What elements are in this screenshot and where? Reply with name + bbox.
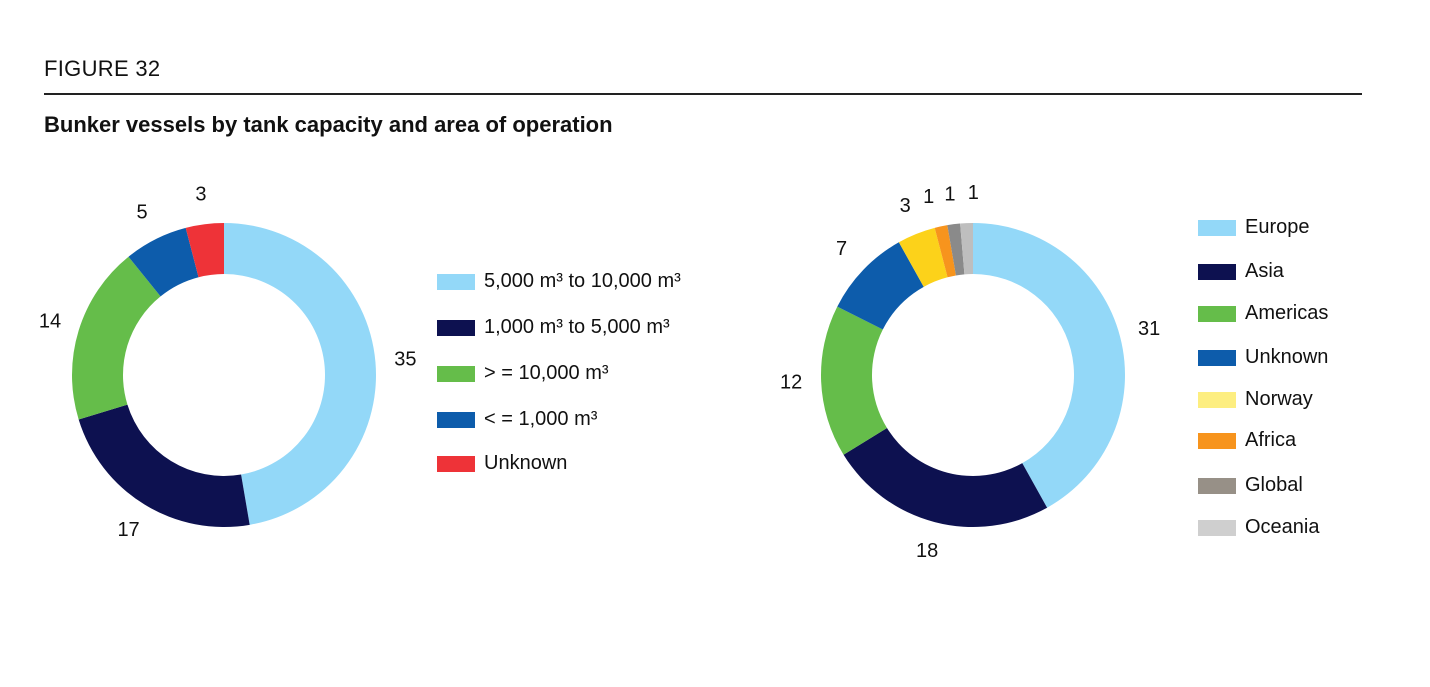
legend-label: Asia bbox=[1245, 260, 1284, 282]
legend-swatch bbox=[1198, 219, 1236, 236]
legend-swatch bbox=[1198, 432, 1236, 449]
legend-label: Unknown bbox=[1245, 346, 1329, 368]
legend-swatch bbox=[437, 455, 475, 472]
value-label-unknown: 3 bbox=[195, 183, 206, 205]
slice-oceania bbox=[960, 223, 973, 275]
legend-label: < = 1,000 m³ bbox=[484, 408, 598, 430]
slice-10-000-m bbox=[72, 256, 161, 420]
value-label-10-000-m: 14 bbox=[39, 311, 61, 333]
legend-swatch bbox=[1198, 519, 1236, 536]
legend-label: Africa bbox=[1245, 429, 1297, 451]
legend-swatch bbox=[437, 411, 475, 428]
legend-swatch bbox=[1198, 349, 1236, 366]
value-label-oceania: 1 bbox=[968, 182, 979, 204]
legend-label: Americas bbox=[1245, 302, 1329, 324]
legend-area-of-operation: Europe Asia Americas Unknown Norway Africa Glo… bbox=[1198, 216, 1398, 546]
legend-item-unknown: Unknown bbox=[437, 452, 567, 475]
legend-swatch bbox=[1198, 391, 1236, 408]
slice-africa bbox=[934, 225, 956, 278]
legend-item-1-000-m-to-5-000-m: 1,000 m³ to 5,000 m³ bbox=[437, 316, 670, 339]
value-label-norway: 3 bbox=[900, 195, 911, 217]
value-label-europe: 31 bbox=[1138, 318, 1160, 340]
legend-label: Unknown bbox=[484, 452, 568, 474]
slice-1-000-m-to-5-000-m bbox=[78, 404, 250, 527]
value-label-1-000-m: 5 bbox=[137, 201, 148, 223]
slice-asia bbox=[843, 427, 1048, 527]
legend-label: Norway bbox=[1245, 388, 1313, 410]
slice-norway bbox=[898, 227, 948, 287]
legend-swatch bbox=[437, 273, 475, 290]
legend-item-norway: Norway bbox=[1198, 388, 1313, 411]
value-label-5-000-m-to-10-000-m: 35 bbox=[394, 349, 416, 371]
header-divider bbox=[44, 93, 1362, 95]
value-label-africa: 1 bbox=[923, 186, 934, 208]
legend-swatch bbox=[1198, 305, 1236, 322]
slice-americas bbox=[821, 306, 887, 455]
value-label-asia: 18 bbox=[916, 540, 938, 562]
legend-label: Europe bbox=[1245, 216, 1310, 238]
legend-item-americas: Americas bbox=[1198, 302, 1328, 325]
figure-title: Bunker vessels by tank capacity and area… bbox=[44, 112, 613, 137]
legend-item-global: Global bbox=[1198, 474, 1303, 497]
donut-chart-tank-capacity: 35 17 14 5 3 bbox=[39, 183, 417, 541]
slice-europe bbox=[973, 223, 1125, 508]
legend-item-europe: Europe bbox=[1198, 216, 1310, 239]
legend-label: 5,000 m³ to 10,000 m³ bbox=[484, 270, 681, 292]
legend-item-oceania: Oceania bbox=[1198, 516, 1320, 539]
legend-swatch bbox=[1198, 263, 1236, 280]
legend-item-africa: Africa bbox=[1198, 429, 1296, 452]
legend-swatch bbox=[437, 319, 475, 336]
slice-global bbox=[947, 223, 965, 276]
legend-item-unknown: Unknown bbox=[1198, 346, 1328, 369]
value-label-unknown: 7 bbox=[836, 238, 847, 260]
legend-label: Oceania bbox=[1245, 516, 1320, 538]
legend-label: > = 10,000 m³ bbox=[484, 362, 609, 384]
legend-swatch bbox=[437, 365, 475, 382]
value-label-americas: 12 bbox=[780, 372, 802, 394]
slice-1-000-m bbox=[128, 227, 199, 297]
legend-tank-capacity: 5,000 m³ to 10,000 m³ 1,000 m³ to 5,000 m… bbox=[437, 270, 757, 474]
legend-item-asia: Asia bbox=[1198, 260, 1284, 283]
legend-label: Global bbox=[1245, 474, 1303, 496]
slice-unknown bbox=[837, 242, 924, 330]
legend-item-5-000-m-to-10-000-m: 5,000 m³ to 10,000 m³ bbox=[437, 270, 681, 293]
slice-5-000-m-to-10-000-m bbox=[224, 223, 376, 525]
value-label-1-000-m-to-5-000-m: 17 bbox=[117, 519, 139, 541]
value-label-global: 1 bbox=[944, 183, 955, 205]
legend-label: 1,000 m³ to 5,000 m³ bbox=[484, 316, 670, 338]
legend-item-1-000-m: < = 1,000 m³ bbox=[437, 408, 597, 431]
slice-unknown bbox=[185, 223, 224, 278]
legend-swatch bbox=[1198, 477, 1236, 494]
figure-label: FIGURE 32 bbox=[44, 56, 161, 81]
legend-item-10-000-m: > = 10,000 m³ bbox=[437, 362, 609, 385]
